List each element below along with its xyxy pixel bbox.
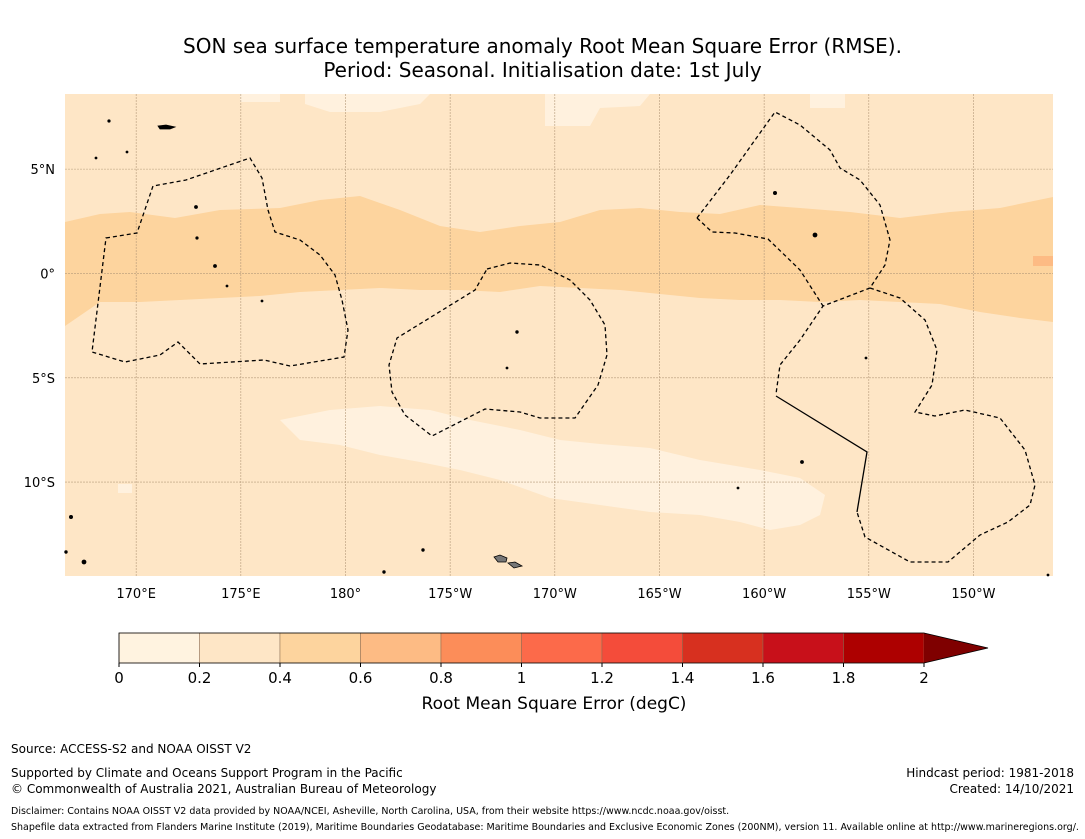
- longitude-tick-labels: 170°E 175°E 180° 175°W 170°W 165°W 160°W 155°W 1…: [116, 587, 995, 602]
- colorbar-tick-label: 0.8: [429, 669, 453, 687]
- chart-title-line-1: SON sea surface temperature anomaly Root…: [183, 34, 902, 58]
- colorbar-tick-label: 0.6: [349, 669, 373, 687]
- island: [736, 486, 740, 490]
- colorbar-tick-label: 1.4: [671, 669, 695, 687]
- colorbar-tick-label: 1: [517, 669, 527, 687]
- colorbar: 0 0.2 0.4 0.6 0.8 1 1.2 1.4 1.6 1.8 2: [114, 632, 989, 687]
- map-gridlines: [65, 94, 1053, 576]
- low-rmse-patch-north-3: [545, 94, 650, 126]
- colorbar-tick-label: 1.8: [832, 669, 856, 687]
- lon-tick-label: 175°W: [428, 587, 472, 602]
- island: [125, 150, 129, 154]
- lon-tick-label: 155°W: [847, 587, 891, 602]
- island: [213, 264, 217, 268]
- colorbar-tick-label: 1.6: [751, 669, 775, 687]
- island: [260, 299, 264, 303]
- lon-tick-label: 170°W: [533, 587, 577, 602]
- low-rmse-patch-north-4: [810, 94, 845, 108]
- island: [69, 515, 74, 520]
- lat-tick-label: 5°S: [32, 372, 55, 387]
- colorbar-extend-arrow: [924, 633, 988, 663]
- low-rmse-patch-west: [118, 484, 132, 493]
- created-date: Created: 14/10/2021: [949, 782, 1074, 796]
- island-samoa-2: [507, 561, 524, 569]
- chart-title-line-2: Period: Seasonal. Initialisation date: 1…: [323, 58, 762, 82]
- island: [64, 550, 68, 554]
- island-samoa-1: [493, 554, 508, 563]
- island: [1046, 573, 1050, 577]
- equatorial-band-0.4-0.6: [65, 196, 1053, 326]
- island: [382, 570, 386, 574]
- disclaimer-note: Disclaimer: Contains NOAA OISST V2 data …: [11, 806, 730, 817]
- support-note: Supported by Climate and Oceans Support …: [11, 766, 403, 780]
- colorbar-segment: [199, 632, 281, 664]
- colorbar-tick-label: 0.2: [188, 669, 212, 687]
- island: [94, 156, 98, 160]
- copyright-note: © Commonwealth of Australia 2021, Austra…: [11, 782, 437, 796]
- island: [225, 284, 229, 288]
- low-rmse-patch-north-1: [240, 94, 280, 102]
- shapefile-note: Shapefile data extracted from Flanders M…: [11, 822, 1079, 833]
- colorbar-segment: [440, 632, 522, 664]
- island: [107, 119, 111, 123]
- island: [81, 559, 87, 565]
- lon-tick-label: 175°E: [221, 587, 261, 602]
- eez-boundary-east-upper: [696, 111, 891, 395]
- eez-boundary-east-joint: [696, 217, 824, 307]
- island: [515, 330, 519, 334]
- low-rmse-patch-north-2: [305, 94, 430, 112]
- colorbar-segment: [682, 632, 764, 664]
- rmse-patch-0.6-0.8: [1033, 256, 1053, 266]
- lon-tick-label: 170°E: [116, 587, 156, 602]
- colorbar-segment: [279, 632, 361, 664]
- lon-tick-label: 165°W: [637, 587, 681, 602]
- colorbar-tick-label: 2: [919, 669, 929, 687]
- latitude-tick-labels: 5°N 0° 5°S 10°S: [24, 163, 55, 491]
- island: [505, 366, 509, 370]
- colorbar-label: Root Mean Square Error (degC): [422, 694, 687, 714]
- colorbar-segment: [521, 632, 603, 664]
- colorbar-tick-label: 0.4: [268, 669, 292, 687]
- colorbar-segment: [762, 632, 844, 664]
- lon-tick-label: 150°W: [951, 587, 995, 602]
- island: [421, 548, 425, 552]
- colorbar-tick-label: 0: [114, 669, 124, 687]
- island: [812, 232, 818, 238]
- colorbar-segment: [360, 632, 442, 664]
- island: [800, 460, 804, 464]
- lon-tick-label: 180°: [330, 587, 361, 602]
- colorbar-segment: [118, 632, 200, 664]
- island: [864, 356, 868, 360]
- map-background-field: [65, 94, 1053, 576]
- lon-tick-label: 160°W: [742, 587, 786, 602]
- colorbar-tick-label: 1.2: [590, 669, 614, 687]
- eez-boundary-west: [91, 157, 349, 367]
- island: [194, 205, 198, 209]
- colorbar-segment: [843, 632, 925, 664]
- eez-boundary-east-lower: [856, 287, 1036, 563]
- eez-boundary-solid: [775, 395, 868, 513]
- eez-boundary-central: [388, 262, 608, 437]
- source-note: Source: ACCESS-S2 and NOAA OISST V2: [11, 742, 252, 756]
- lat-tick-label: 5°N: [31, 163, 56, 178]
- island-cluster-north-west: [157, 124, 177, 130]
- low-rmse-patch-south: [280, 406, 825, 530]
- lat-tick-label: 0°: [40, 267, 55, 282]
- colorbar-outline: [118, 632, 989, 664]
- island: [195, 236, 199, 240]
- lat-tick-label: 10°S: [24, 476, 55, 491]
- colorbar-segment: [601, 632, 683, 664]
- island: [773, 190, 778, 195]
- hindcast-period: Hindcast period: 1981-2018: [906, 766, 1074, 780]
